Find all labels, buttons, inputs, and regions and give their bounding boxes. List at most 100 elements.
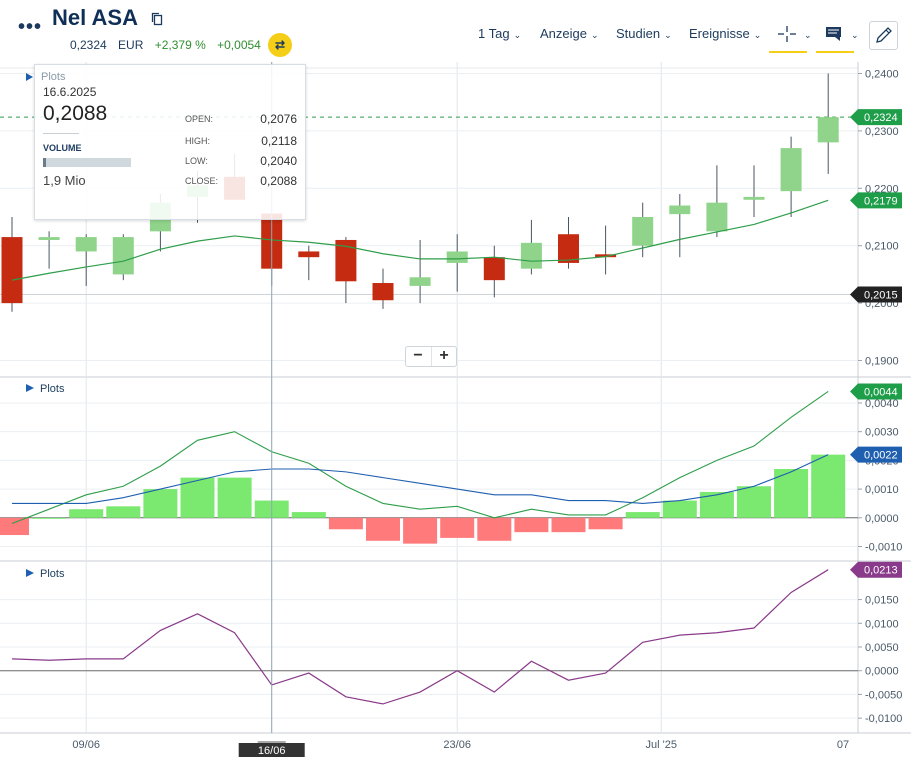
histogram-bar[interactable] (440, 517, 475, 538)
y-tick-label: 0,2100 (865, 241, 899, 253)
histogram-bar[interactable] (699, 491, 734, 518)
histogram-bar[interactable] (180, 477, 215, 518)
y-tick-label: 0,2300 (865, 126, 899, 138)
swap-button[interactable]: ⇄ (268, 33, 292, 57)
studies-dropdown[interactable]: Studien ⌄ (616, 26, 672, 41)
chevron-down-icon[interactable]: ⌄ (804, 30, 812, 40)
data-tooltip: Plots 16.6.2025 0,2088 VOLUME 1,9 Mio OP… (34, 64, 306, 220)
tooltip-low-row: LOW: 0,2040 (185, 154, 297, 168)
candle-body[interactable] (817, 117, 839, 143)
chevron-down-icon: ⌄ (664, 30, 672, 40)
tooltip-close-row: CLOSE: 0,2088 (185, 174, 297, 188)
y-tick-label: 0,0010 (865, 484, 899, 496)
zoom-in-button[interactable]: + (431, 347, 456, 366)
candle-body[interactable] (706, 202, 728, 232)
candle-body[interactable] (483, 257, 505, 281)
histogram-bar[interactable] (588, 517, 623, 530)
candle-body[interactable] (75, 237, 97, 252)
candle-body[interactable] (520, 242, 542, 269)
tooltip-volume-bar (43, 158, 131, 167)
histogram-bar[interactable] (477, 517, 512, 541)
menu-dots-icon[interactable]: ••• (18, 16, 43, 38)
price-badge (850, 446, 902, 463)
copy-icon[interactable] (151, 12, 163, 26)
tooltip-open-row: OPEN: 0,2076 (185, 112, 297, 126)
histogram-bar[interactable] (811, 454, 846, 518)
oscillator-line (11, 569, 829, 705)
histogram-bar[interactable] (143, 489, 178, 518)
candle-body[interactable] (335, 239, 357, 282)
histogram-bar[interactable] (106, 506, 141, 518)
histogram-bar[interactable] (217, 477, 252, 518)
events-dropdown[interactable]: Ereignisse ⌄ (689, 26, 762, 41)
price-badge-label: 0,0022 (864, 450, 898, 462)
expand-arrow-icon[interactable] (26, 569, 34, 577)
histogram-bar[interactable] (328, 517, 363, 530)
stock-name: Nel ASA (52, 5, 138, 30)
expand-arrow-icon[interactable] (26, 73, 33, 81)
zoom-out-button[interactable]: − (413, 347, 423, 364)
change-percent: +2,379 % (154, 38, 206, 52)
comment-icon[interactable] (825, 26, 843, 42)
price-badge (850, 286, 902, 303)
y-tick-label: -0,0010 (865, 542, 902, 554)
period-dropdown[interactable]: 1 Tag ⌄ (478, 26, 522, 41)
x-tick-label: 07 (837, 739, 849, 751)
price-badge (850, 192, 902, 209)
tooltip-volume-fill (43, 158, 46, 167)
tooltip-separator (43, 133, 79, 134)
moving-average-line (11, 199, 829, 281)
candle-body[interactable] (595, 254, 617, 258)
tooltip-volume-value: 1,9 Mio (43, 173, 86, 188)
histogram-bar[interactable] (737, 486, 771, 518)
y-tick-label: 0,1900 (865, 356, 899, 368)
candle-body[interactable] (298, 251, 320, 258)
draw-button[interactable] (869, 21, 898, 50)
histogram-bar[interactable] (774, 469, 809, 518)
y-tick-label: 0,0150 (865, 595, 899, 607)
header: ••• Nel ASA 0,2324 EUR +2,379 % +0,0054 … (0, 0, 911, 62)
y-tick-label: 0,2400 (865, 68, 899, 80)
current-price: 0,2324 (70, 38, 107, 52)
candle-body[interactable] (1, 237, 23, 304)
panel-label: Plots (40, 383, 65, 395)
histogram-bar[interactable] (0, 517, 29, 536)
histogram-bar[interactable] (32, 517, 67, 519)
candle-body[interactable] (632, 217, 654, 246)
y-tick-label: 0,2200 (865, 183, 899, 195)
tooltip-date: 16.6.2025 (43, 85, 97, 99)
histogram-bar[interactable] (291, 512, 326, 518)
crosshair-icon[interactable] (776, 25, 798, 43)
panel-label: Plots (40, 568, 65, 580)
crosshair-underline (769, 51, 807, 53)
expand-arrow-icon[interactable] (26, 384, 34, 392)
chevron-down-icon: ⌄ (513, 30, 522, 40)
candle-body[interactable] (409, 277, 431, 286)
quote-line: 0,2324 EUR +2,379 % +0,0054 (70, 38, 269, 52)
candle-body[interactable] (446, 251, 468, 263)
tooltip-high-row: HIGH: 0,2118 (185, 134, 297, 148)
candle-body[interactable] (558, 234, 579, 263)
histogram-bar[interactable] (625, 512, 660, 518)
x-hover-label: 16/06 (258, 745, 286, 757)
candle-body[interactable] (372, 283, 394, 301)
macd-line (11, 391, 829, 525)
price-badge-label: 0,2324 (864, 112, 898, 124)
chevron-down-icon[interactable]: ⌄ (851, 30, 859, 40)
candle-body[interactable] (669, 205, 691, 215)
tooltip-volume-label: VOLUME (43, 143, 82, 153)
histogram-bar[interactable] (514, 517, 549, 533)
candle-body[interactable] (112, 237, 134, 275)
histogram-bar[interactable] (551, 517, 586, 533)
candle-body[interactable] (780, 148, 802, 192)
x-tick-label: Jul '25 (646, 739, 677, 751)
histogram-bar[interactable] (69, 509, 104, 518)
histogram-bar[interactable] (403, 517, 438, 544)
pencil-icon (876, 27, 892, 43)
histogram-bar[interactable] (662, 500, 697, 518)
display-dropdown[interactable]: Anzeige ⌄ (540, 26, 599, 41)
candle-body[interactable] (743, 196, 765, 200)
histogram-bar[interactable] (366, 517, 400, 541)
x-tick-label: 23/06 (443, 739, 471, 751)
candle-body[interactable] (38, 237, 60, 240)
